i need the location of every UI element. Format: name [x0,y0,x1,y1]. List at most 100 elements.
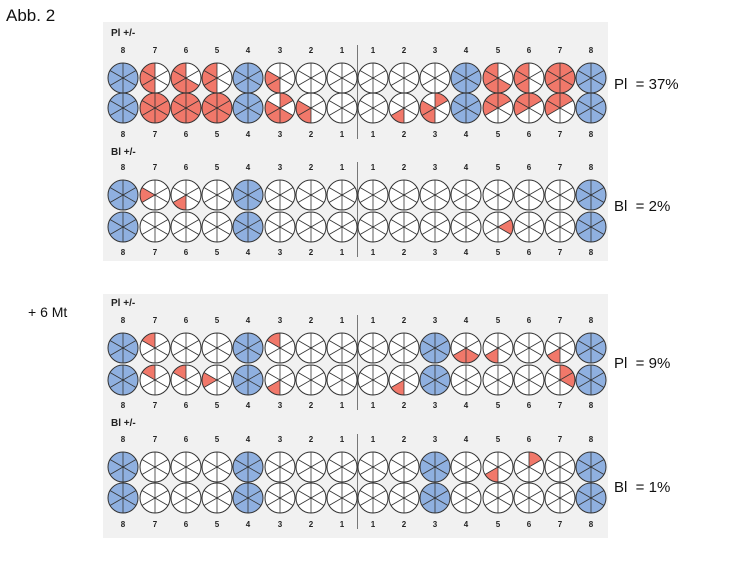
tooth-circle [357,179,389,211]
tooth-outline [326,179,358,211]
site-divider [390,459,418,475]
tooth-circle [139,211,171,243]
tooth-circle [295,179,327,211]
tooth-outline [170,482,202,514]
tooth-outline [264,211,296,243]
tooth-number-bottom: 2 [309,130,314,139]
site-divider [266,490,294,506]
site-divider [234,219,262,235]
tooth-circle [139,179,171,211]
tooth-number-bottom: 7 [153,520,158,529]
tooth-outline [544,92,576,124]
tooth-number-bottom: 3 [278,130,283,139]
site-divider [421,70,449,86]
tooth-number-bottom: 6 [184,401,189,410]
tooth-number-top: 8 [589,435,594,444]
tooth-circle [513,482,545,514]
tooth-circle [388,451,420,483]
tooth-number-top: 2 [309,316,314,325]
plaque-index-baseline: Pl = 37% [614,76,679,93]
site-divider [109,340,137,356]
tooth-outline [264,364,296,396]
tooth-circle [139,364,171,396]
tooth-number-bottom: 1 [340,520,345,529]
site-divider [203,372,231,388]
tooth-number-bottom: 5 [496,248,501,257]
tooth-circle [201,211,233,243]
tooth-outline [232,451,264,483]
site-divider [203,70,231,86]
site-divider [328,70,356,86]
tooth-outline [264,179,296,211]
tooth-circle [264,62,296,94]
plaque-index-followup: Pl = 9% [614,355,671,372]
tooth-number-top: 2 [309,163,314,172]
tooth-number-top: 5 [215,163,220,172]
tooth-outline [482,482,514,514]
tooth-outline [575,364,607,396]
tooth-outline [544,451,576,483]
site-divider [484,372,512,388]
chart-section-label: Bl +/- [111,147,136,158]
missing-tooth [575,92,607,124]
positive-site-wedge [483,70,498,86]
site-divider [297,490,325,506]
tooth-outline [357,92,389,124]
tooth-circle [450,482,482,514]
tooth-number-bottom: 8 [121,130,126,139]
positive-site-wedge [155,100,170,116]
site-divider [546,372,574,388]
positive-site-wedge [217,100,232,116]
tooth-circle [357,451,389,483]
missing-tooth [107,332,139,364]
tooth-circle [139,451,171,483]
positive-site-wedge [545,70,560,86]
tooth-outline [170,332,202,364]
tooth-outline [388,92,420,124]
site-divider [577,187,605,203]
tooth-outline [295,364,327,396]
site-divider [266,340,294,356]
tooth-outline [170,179,202,211]
tooth-number-bottom: 3 [278,248,283,257]
site-divider [421,219,449,235]
tooth-outline [170,211,202,243]
tooth-circle [326,482,358,514]
tooth-outline [450,332,482,364]
tooth-number-top: 6 [184,163,189,172]
positive-site-wedge [296,100,311,116]
tooth-circle [357,62,389,94]
missing-tooth [107,92,139,124]
tooth-number-top: 5 [496,163,501,172]
tooth-number-bottom: 5 [215,520,220,529]
followup-label: + 6 Mt [28,304,68,320]
site-divider [421,459,449,475]
tooth-outline [544,332,576,364]
site-divider [515,100,543,116]
tooth-circle [482,179,514,211]
tooth-number-top: 1 [340,435,345,444]
tooth-outline [107,211,139,243]
site-divider [203,187,231,203]
site-divider [234,70,262,86]
missing-tooth [232,451,264,483]
tooth-outline [326,364,358,396]
tooth-number-top: 2 [309,46,314,55]
tooth-number-top: 5 [215,46,220,55]
site-divider [546,459,574,475]
tooth-circle [388,482,420,514]
tooth-number-bottom: 1 [340,130,345,139]
tooth-circle [544,451,576,483]
site-divider [234,459,262,475]
positive-site-wedge [560,70,575,86]
tooth-circle [201,451,233,483]
tooth-number-bottom: 2 [309,520,314,529]
site-divider [421,187,449,203]
chart-section-label: Pl +/- [111,28,135,39]
tooth-number-top: 8 [121,316,126,325]
site-divider [172,459,200,475]
site-divider [172,100,200,116]
tooth-outline [326,332,358,364]
site-divider [328,372,356,388]
tooth-circle [357,92,389,124]
